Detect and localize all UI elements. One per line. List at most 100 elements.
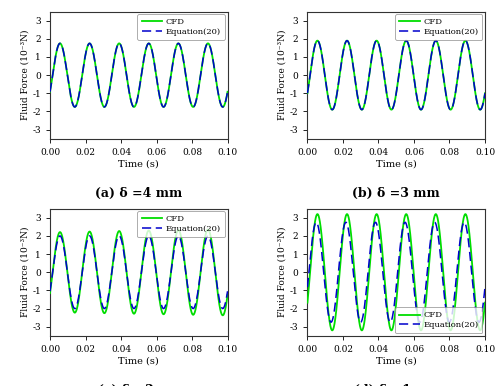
Text: (a) δ =4 mm: (a) δ =4 mm — [95, 187, 182, 200]
CFD — [115, 230, 121, 234]
Equation(20) — [202, 240, 208, 245]
CFD — [190, 105, 196, 109]
Equation(20) — [478, 312, 484, 317]
Equation(20) — [372, 220, 378, 225]
Equation(20) — [461, 220, 467, 225]
Equation(20) — [460, 223, 466, 228]
Equation(20) — [460, 45, 466, 49]
CFD — [304, 91, 310, 95]
Line: CFD: CFD — [50, 229, 228, 315]
CFD — [202, 47, 208, 51]
CFD — [221, 311, 227, 316]
Line: Equation(20): Equation(20) — [50, 43, 228, 107]
CFD — [460, 45, 466, 49]
Equation(20) — [304, 91, 310, 95]
Equation(20) — [67, 91, 73, 96]
Equation(20) — [115, 235, 121, 239]
Legend: CFD, Equation(20): CFD, Equation(20) — [138, 211, 225, 237]
Legend: CFD, Equation(20): CFD, Equation(20) — [138, 14, 225, 40]
Legend: CFD, Equation(20): CFD, Equation(20) — [395, 307, 482, 334]
Equation(20) — [478, 106, 484, 110]
X-axis label: Time (s): Time (s) — [376, 357, 416, 366]
CFD — [482, 91, 488, 95]
Equation(20) — [221, 305, 227, 309]
CFD — [123, 68, 129, 72]
Equation(20) — [190, 306, 196, 311]
CFD — [47, 291, 53, 295]
CFD — [202, 235, 208, 240]
X-axis label: Time (s): Time (s) — [118, 357, 159, 366]
CFD — [115, 42, 121, 47]
Equation(20) — [224, 289, 230, 293]
Y-axis label: Fluid Force (10⁻³N): Fluid Force (10⁻³N) — [278, 227, 287, 318]
Y-axis label: Fluid Force (10⁻³N): Fluid Force (10⁻³N) — [278, 30, 287, 120]
Text: (c) δ =2mm: (c) δ =2mm — [98, 384, 180, 386]
Legend: CFD, Equation(20): CFD, Equation(20) — [395, 14, 482, 40]
Equation(20) — [482, 91, 488, 95]
X-axis label: Time (s): Time (s) — [376, 159, 416, 169]
CFD — [324, 303, 330, 308]
CFD — [123, 263, 129, 267]
Equation(20) — [448, 107, 454, 112]
Equation(20) — [380, 274, 386, 279]
Equation(20) — [482, 285, 488, 290]
CFD — [205, 227, 211, 232]
CFD — [324, 93, 330, 97]
CFD — [478, 106, 484, 110]
Equation(20) — [123, 264, 129, 269]
CFD — [67, 91, 73, 96]
Equation(20) — [224, 90, 230, 94]
Equation(20) — [67, 291, 73, 295]
Equation(20) — [304, 285, 310, 290]
CFD — [380, 67, 386, 72]
Equation(20) — [446, 320, 452, 325]
Text: (d) δ =1mm: (d) δ =1mm — [354, 384, 438, 386]
CFD — [448, 107, 454, 112]
Equation(20) — [324, 308, 330, 312]
Equation(20) — [433, 38, 439, 43]
Equation(20) — [190, 105, 196, 109]
CFD — [221, 103, 227, 108]
Equation(20) — [380, 67, 386, 72]
CFD — [335, 287, 341, 291]
Equation(20) — [78, 281, 84, 285]
Y-axis label: Fluid Force (10⁻³N): Fluid Force (10⁻³N) — [20, 30, 30, 120]
Line: Equation(20): Equation(20) — [50, 236, 228, 308]
CFD — [478, 325, 484, 330]
CFD — [460, 222, 466, 227]
CFD — [224, 293, 230, 297]
CFD — [304, 300, 310, 305]
Text: (b) δ =3 mm: (b) δ =3 mm — [352, 187, 440, 200]
Line: CFD: CFD — [308, 41, 485, 110]
Equation(20) — [335, 272, 341, 277]
CFD — [380, 260, 386, 265]
Equation(20) — [324, 93, 330, 97]
Y-axis label: Fluid Force (10⁻³N): Fluid Force (10⁻³N) — [20, 227, 30, 318]
Line: CFD: CFD — [308, 214, 485, 330]
CFD — [372, 39, 378, 44]
Equation(20) — [176, 234, 182, 238]
CFD — [78, 282, 84, 286]
Line: CFD: CFD — [50, 43, 228, 107]
X-axis label: Time (s): Time (s) — [118, 159, 159, 169]
CFD — [372, 213, 378, 218]
CFD — [220, 313, 226, 318]
CFD — [482, 300, 488, 305]
Equation(20) — [47, 289, 53, 293]
Equation(20) — [115, 42, 121, 47]
Equation(20) — [176, 41, 182, 46]
CFD — [176, 41, 182, 46]
Equation(20) — [202, 47, 208, 51]
CFD — [78, 82, 84, 87]
CFD — [433, 212, 439, 217]
Equation(20) — [372, 39, 378, 44]
Line: Equation(20): Equation(20) — [308, 41, 485, 110]
Equation(20) — [78, 82, 84, 87]
Equation(20) — [335, 83, 341, 88]
CFD — [433, 38, 439, 43]
CFD — [335, 83, 341, 88]
Equation(20) — [221, 103, 227, 108]
CFD — [448, 328, 454, 333]
CFD — [47, 90, 53, 94]
Line: Equation(20): Equation(20) — [308, 222, 485, 322]
